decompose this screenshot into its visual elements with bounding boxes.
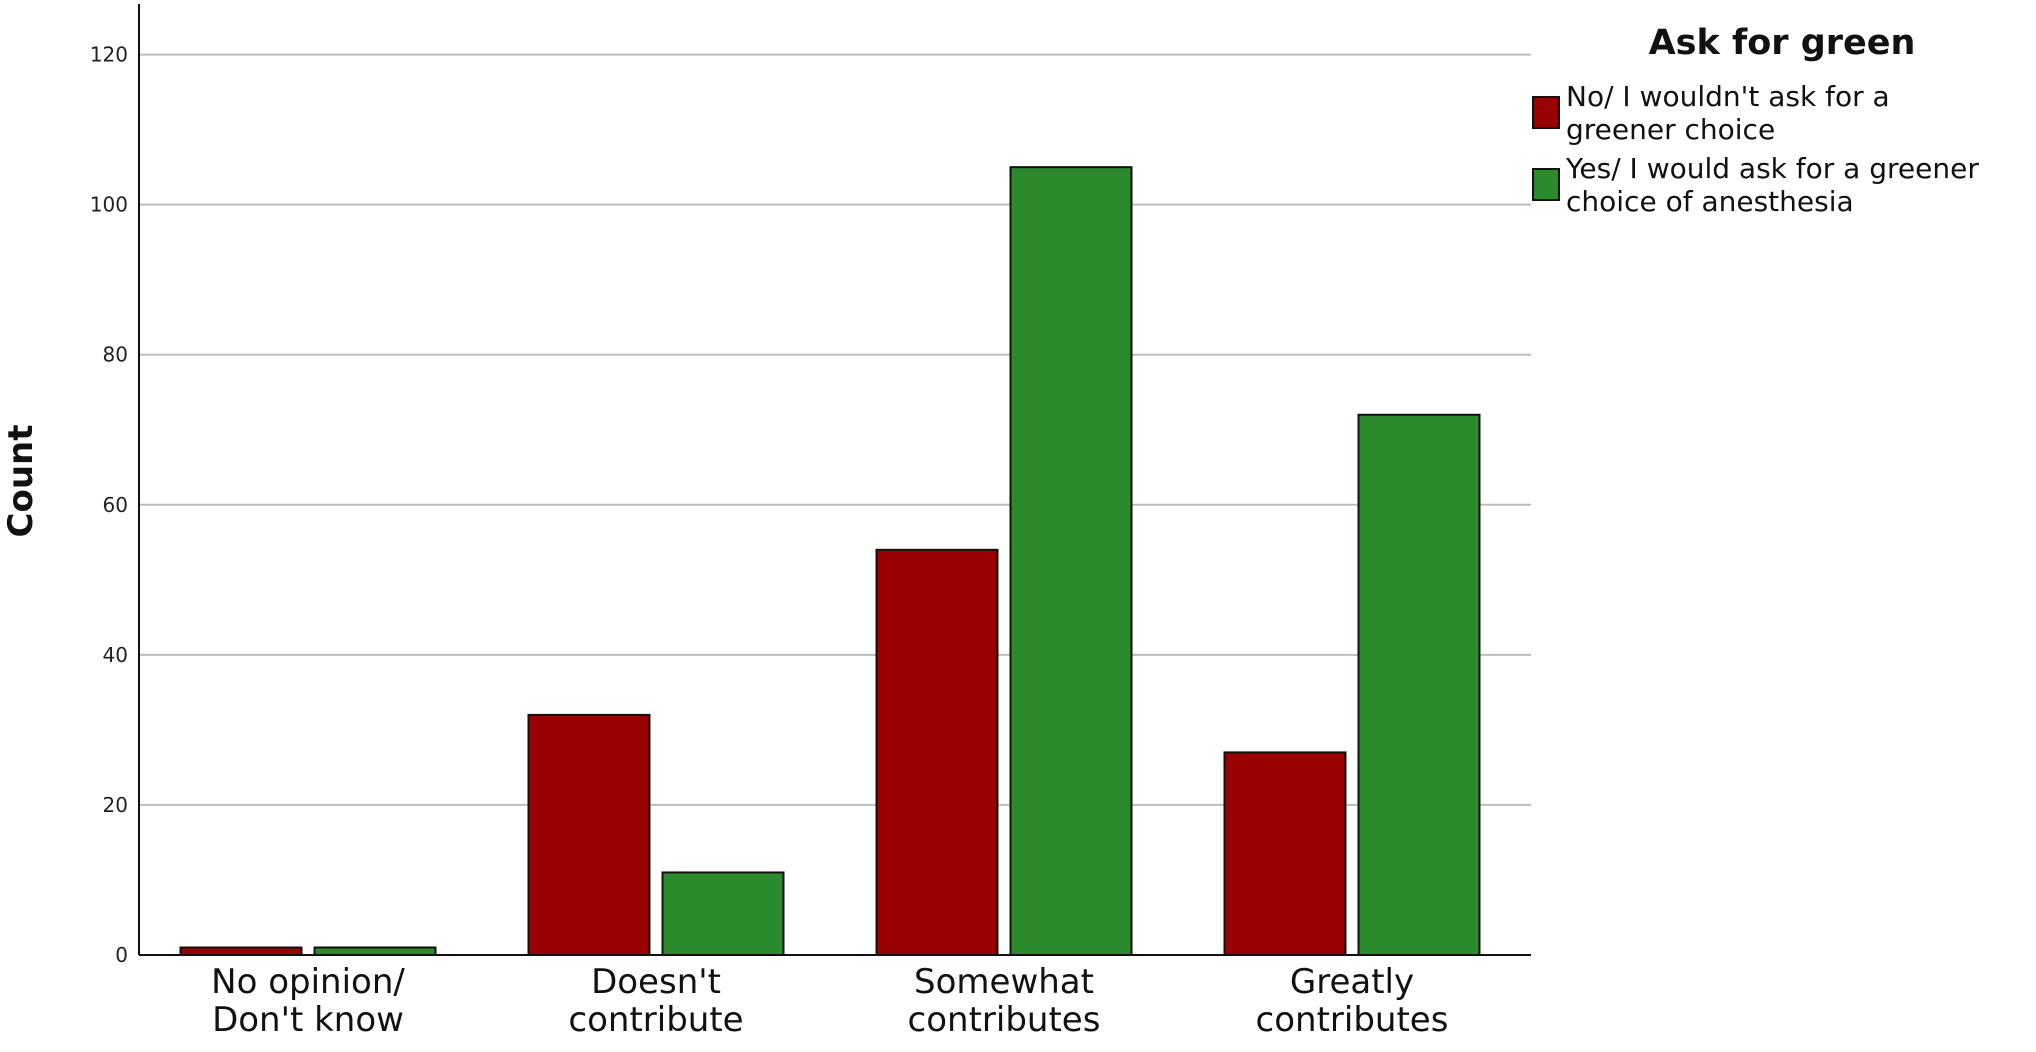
y-tick-label: 0 [115, 943, 128, 967]
bar-no [1223, 751, 1347, 956]
y-tick-label: 20 [103, 793, 128, 817]
bar-yes [1009, 166, 1133, 956]
y-tick-label: 120 [90, 43, 128, 67]
legend-title: Ask for green [1649, 23, 1916, 63]
bars [179, 166, 1481, 956]
y-tick-label: 60 [103, 493, 128, 517]
y-axis-label: Count [1, 425, 41, 538]
x-category-label: Doesn't contribute [568, 962, 743, 1040]
y-tick-label: 100 [90, 193, 128, 217]
x-category-label: Greatly contributes [1256, 962, 1449, 1040]
x-category-label: Somewhat contributes [908, 962, 1101, 1040]
legend-swatch [1532, 168, 1560, 201]
legend-swatch [1532, 96, 1560, 129]
bar-yes [313, 946, 437, 956]
legend-label: No/ I wouldn't ask for a greener choice [1566, 80, 1890, 146]
bar-no [179, 946, 303, 956]
x-category-label: No opinion/Don't know [211, 962, 405, 1040]
bar-yes [661, 871, 785, 956]
axes [138, 4, 1531, 956]
y-tick-label: 40 [103, 643, 128, 667]
bar-no [875, 548, 999, 956]
bar-yes [1357, 413, 1481, 956]
legend-label: Yes/ I would ask for a greener choice of … [1565, 152, 1979, 218]
y-tick-label: 80 [103, 343, 128, 367]
x-category-labels: No opinion/Don't know Doesn't contribute So… [211, 962, 1448, 1040]
bar-no [527, 713, 651, 956]
gridlines [139, 53, 1531, 806]
y-tick-labels: 0 20 40 60 80 100 120 [90, 43, 128, 967]
legend: Ask for green No/ I wouldn't ask for a gr… [1532, 23, 1979, 218]
